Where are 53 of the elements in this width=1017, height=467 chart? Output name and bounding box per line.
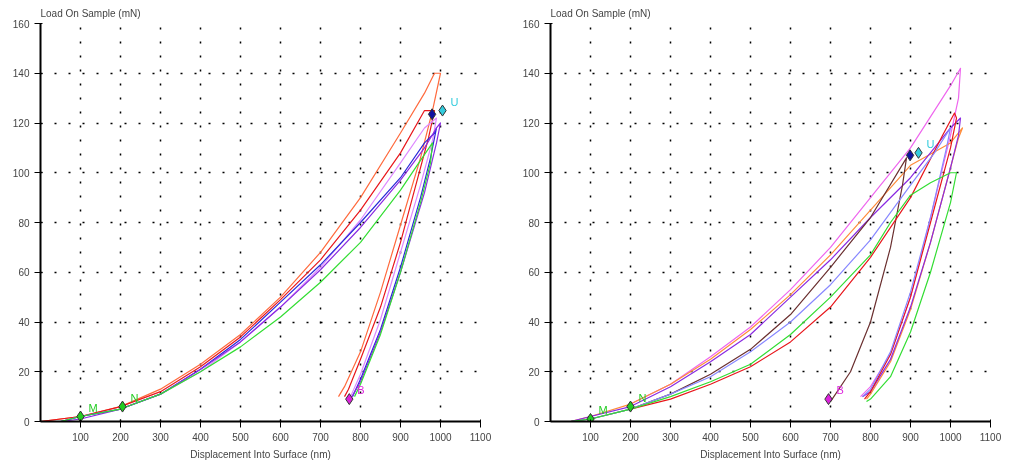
- x-tick-label: 1000: [939, 431, 963, 443]
- y-tick-label: 20: [18, 366, 30, 378]
- y-tick-label: 80: [18, 217, 30, 229]
- y-tick-label: 40: [528, 317, 540, 328]
- y-tick-label: 120: [12, 118, 30, 129]
- point: [905, 149, 915, 162]
- y-tick-label: 80: [528, 217, 540, 229]
- y-tick-label: 140: [522, 68, 540, 80]
- point: [76, 410, 85, 422]
- x-tick-label: 500: [232, 431, 250, 443]
- y-tick-label: 40: [18, 317, 30, 328]
- y-tick-label: 160: [522, 18, 540, 30]
- y-tick-label: 60: [528, 267, 540, 279]
- x-tick-label: 100: [582, 431, 600, 443]
- x-tick-label: 900: [392, 431, 410, 443]
- series-label: B: [836, 384, 844, 397]
- x-tick-label: 800: [352, 431, 370, 443]
- x-tick-label: 800: [862, 431, 880, 443]
- y-tick-label: 60: [18, 267, 30, 279]
- point: [427, 108, 437, 121]
- x-tick-label: 700: [822, 431, 840, 443]
- series-label: U: [926, 137, 935, 150]
- x-tick-label: 900: [902, 431, 920, 443]
- x-tick-label: 400: [702, 431, 720, 443]
- point: [586, 413, 595, 422]
- x-tick-label: 200: [622, 431, 640, 443]
- x-tick-label: 1100: [469, 431, 492, 443]
- series-label: M: [88, 401, 98, 414]
- y-axis-title: Load On Sample (mN): [40, 7, 141, 19]
- x-tick-label: 600: [272, 431, 290, 443]
- y-tick-label: 100: [522, 167, 540, 179]
- y-tick-label: 0: [533, 416, 540, 428]
- y-axis-title: Load On Sample (mN): [550, 7, 651, 19]
- series-label: B: [357, 384, 365, 397]
- x-tick-label: 300: [152, 431, 170, 443]
- y-tick-label: 0: [23, 416, 30, 428]
- x-tick-label: 1000: [429, 431, 453, 443]
- x-tick-label: 500: [742, 431, 760, 443]
- x-tick-label: 400: [192, 431, 210, 443]
- x-axis-title: Displacement Into Surface (nm): [700, 448, 841, 460]
- y-tick-label: 120: [522, 118, 540, 129]
- y-tick-label: 140: [12, 68, 30, 80]
- x-tick-label: 200: [112, 431, 130, 443]
- y-tick-label: 100: [12, 167, 30, 179]
- y-tick-label: 160: [12, 18, 30, 30]
- x-tick-label: 100: [72, 431, 90, 443]
- x-tick-label: 700: [312, 431, 330, 443]
- x-tick-label: 300: [662, 431, 680, 443]
- series-label: U: [450, 95, 459, 108]
- x-tick-label: 600: [782, 431, 800, 443]
- x-tick-label: 1100: [979, 431, 1002, 443]
- y-tick-label: 20: [528, 366, 540, 378]
- x-axis-title: Displacement Into Surface (nm): [190, 448, 331, 460]
